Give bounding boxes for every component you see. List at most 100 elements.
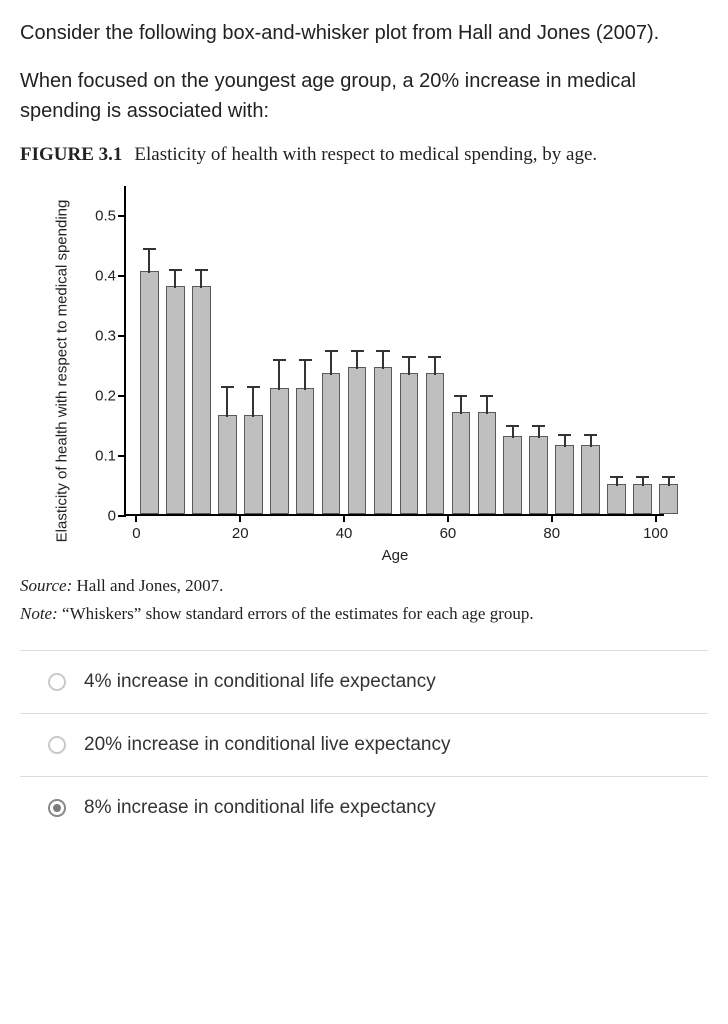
figure-note: Note: “Whiskers” show standard errors of… [20, 602, 708, 626]
whisker-cap [558, 434, 571, 436]
whisker-stem [148, 249, 150, 273]
x-tick [447, 514, 449, 522]
note-label: Note: [20, 604, 58, 623]
y-tick-label: 0.2 [95, 388, 116, 405]
y-tick-label: 0.1 [95, 448, 116, 465]
whisker-cap [402, 356, 415, 358]
whisker-cap [584, 434, 597, 436]
whisker-stem [642, 477, 644, 486]
question-intro: Consider the following box-and-whisker p… [20, 18, 708, 48]
whisker-stem [434, 357, 436, 375]
question-prompt: When focused on the youngest age group, … [20, 66, 708, 126]
whisker-cap [247, 386, 260, 388]
whisker-stem [356, 351, 358, 369]
whisker-stem [616, 477, 618, 486]
y-tick [118, 335, 126, 337]
bar [659, 484, 678, 514]
whisker-stem [590, 435, 592, 447]
whisker-cap [636, 476, 649, 478]
option-label: 20% increase in conditional live expecta… [84, 734, 451, 756]
bar [478, 412, 497, 514]
x-tick-label: 40 [336, 525, 353, 542]
radio-button[interactable] [48, 736, 66, 754]
y-tick [118, 215, 126, 217]
bar [140, 271, 159, 514]
bar [374, 367, 393, 514]
elasticity-chart: Elasticity of health with respect to med… [44, 176, 684, 566]
y-tick [118, 275, 126, 277]
answer-option[interactable]: 8% increase in conditional life expectan… [20, 776, 708, 839]
whisker-cap [454, 395, 467, 397]
y-tick [118, 515, 126, 517]
whisker-cap [610, 476, 623, 478]
option-label: 4% increase in conditional life expectan… [84, 671, 436, 693]
whisker-stem [538, 426, 540, 438]
whisker-cap [143, 248, 156, 250]
figure-number: FIGURE 3.1 [20, 144, 122, 165]
whisker-cap [376, 350, 389, 352]
bar [192, 286, 211, 514]
x-tick [343, 514, 345, 522]
bar [348, 367, 367, 514]
bar [166, 286, 185, 514]
x-tick [655, 514, 657, 522]
whisker-stem [304, 360, 306, 390]
x-axis-label: Age [382, 547, 409, 564]
whisker-cap [273, 359, 286, 361]
x-tick-label: 100 [643, 525, 668, 542]
bar [503, 436, 522, 514]
whisker-stem [278, 360, 280, 390]
option-label: 8% increase in conditional life expectan… [84, 797, 436, 819]
whisker-cap [532, 425, 545, 427]
answer-option[interactable]: 4% increase in conditional life expectan… [20, 650, 708, 713]
whisker-cap [299, 359, 312, 361]
whisker-cap [506, 425, 519, 427]
x-tick-label: 0 [132, 525, 140, 542]
bar [581, 445, 600, 514]
whisker-stem [668, 477, 670, 486]
x-tick-label: 80 [543, 525, 560, 542]
whisker-stem [460, 396, 462, 414]
whisker-stem [486, 396, 488, 414]
whisker-stem [382, 351, 384, 369]
y-tick-label: 0.3 [95, 328, 116, 345]
bar [218, 415, 237, 514]
whisker-cap [325, 350, 338, 352]
answer-option[interactable]: 20% increase in conditional live expecta… [20, 713, 708, 776]
whisker-cap [662, 476, 675, 478]
source-label: Source: [20, 576, 72, 595]
whisker-cap [195, 269, 208, 271]
x-tick-label: 20 [232, 525, 249, 542]
whisker-stem [200, 270, 202, 288]
whisker-stem [564, 435, 566, 447]
x-tick-label: 60 [440, 525, 457, 542]
source-text: Hall and Jones, 2007. [72, 576, 223, 595]
chart-plot-area: Age 00.10.20.30.40.5020406080100 [124, 186, 664, 516]
bar [270, 388, 289, 514]
whisker-stem [174, 270, 176, 288]
radio-button[interactable] [48, 673, 66, 691]
answer-options: 4% increase in conditional life expectan… [20, 650, 708, 839]
bar [296, 388, 315, 514]
bar [426, 373, 445, 514]
whisker-stem [226, 387, 228, 417]
x-tick [239, 514, 241, 522]
whisker-cap [428, 356, 441, 358]
whisker-stem [252, 387, 254, 417]
whisker-stem [512, 426, 514, 438]
y-tick-label: 0.4 [95, 268, 116, 285]
figure-caption-text: Elasticity of health with respect to med… [134, 144, 597, 165]
whisker-stem [408, 357, 410, 375]
bar [529, 436, 548, 514]
radio-button[interactable] [48, 799, 66, 817]
whisker-cap [480, 395, 493, 397]
bar [633, 484, 652, 514]
bar [244, 415, 263, 514]
whisker-cap [169, 269, 182, 271]
whisker-stem [330, 351, 332, 375]
y-tick-label: 0.5 [95, 208, 116, 225]
y-axis-label: Elasticity of health with respect to med… [54, 200, 71, 543]
bar [555, 445, 574, 514]
figure-caption: FIGURE 3.1 Elasticity of health with resp… [20, 144, 708, 166]
x-tick [135, 514, 137, 522]
